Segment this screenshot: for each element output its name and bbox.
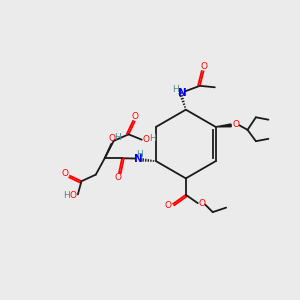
Text: O: O (115, 173, 122, 182)
Text: O: O (165, 201, 172, 210)
Text: N: N (134, 154, 142, 164)
Text: O: O (69, 191, 76, 200)
Text: O: O (143, 135, 150, 144)
Text: H: H (63, 191, 70, 200)
Text: H: H (114, 133, 121, 142)
Text: O: O (233, 120, 240, 129)
Polygon shape (216, 124, 231, 127)
Text: N: N (178, 88, 186, 98)
Text: H: H (172, 85, 178, 94)
Text: O: O (61, 169, 68, 178)
Text: O: O (132, 112, 139, 121)
Text: O: O (199, 199, 206, 208)
Text: O: O (108, 134, 116, 143)
Text: H: H (149, 134, 156, 143)
Text: O: O (201, 61, 208, 70)
Text: H: H (136, 150, 142, 159)
